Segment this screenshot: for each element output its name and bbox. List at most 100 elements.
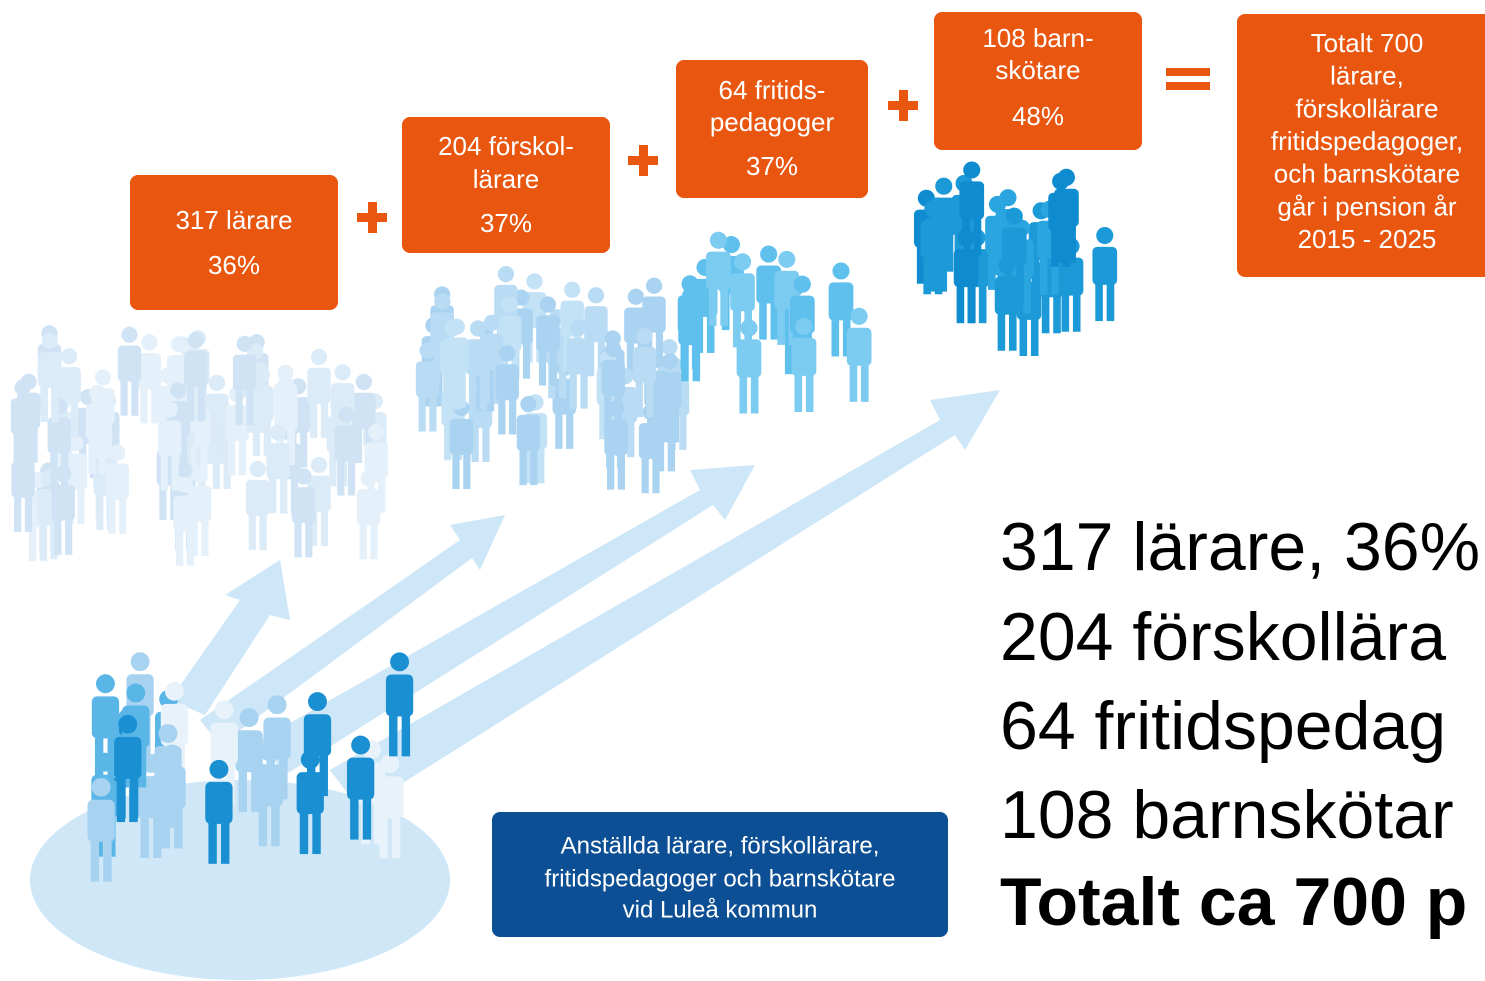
leg	[379, 814, 388, 859]
leg	[186, 383, 194, 422]
leg	[626, 339, 635, 378]
body	[266, 443, 290, 480]
head	[351, 735, 371, 755]
leg	[153, 813, 162, 858]
leg	[777, 304, 785, 345]
box	[1237, 14, 1485, 277]
leg	[604, 392, 612, 431]
leg	[359, 521, 367, 560]
leg	[65, 517, 73, 555]
head	[935, 177, 953, 195]
person	[658, 353, 682, 443]
leg	[151, 385, 159, 424]
person	[364, 423, 389, 513]
leg	[519, 447, 527, 486]
head	[483, 314, 500, 331]
head	[158, 724, 178, 743]
body	[232, 354, 257, 391]
leg	[309, 400, 318, 438]
head	[963, 161, 981, 179]
leg	[1008, 310, 1017, 351]
leg	[655, 328, 664, 367]
summary-line: 317 lärare, 36%	[1000, 509, 1480, 585]
leg	[599, 401, 607, 440]
body	[205, 393, 229, 430]
leg	[750, 373, 759, 414]
person	[157, 401, 182, 491]
base-ellipse	[30, 780, 450, 980]
summary-line: 108 barnskötar	[1000, 777, 1454, 853]
person	[137, 334, 162, 424]
total-text: lärare,	[1330, 61, 1404, 91]
plus	[639, 145, 648, 176]
person	[445, 318, 469, 408]
head	[832, 262, 850, 280]
leg	[186, 527, 195, 566]
head	[928, 197, 947, 215]
total-text: och barnskötare	[1274, 159, 1460, 189]
leg	[103, 837, 112, 882]
box	[130, 175, 338, 310]
leg	[300, 429, 308, 468]
head	[587, 287, 605, 304]
body	[10, 398, 35, 435]
leg	[30, 424, 38, 463]
leg	[997, 310, 1006, 351]
box-text: pedagoger	[710, 107, 835, 137]
leg	[77, 486, 85, 525]
person	[291, 468, 316, 558]
head	[61, 348, 78, 365]
box-text: skötare	[995, 55, 1080, 85]
leg	[119, 495, 127, 534]
body	[632, 346, 657, 383]
leg	[305, 519, 313, 558]
head	[605, 340, 622, 358]
person	[266, 424, 290, 514]
head	[334, 364, 351, 381]
source-box: Anställda lärare, förskollärare, fritids…	[492, 812, 948, 937]
leg	[526, 445, 534, 484]
body	[791, 337, 817, 376]
leg	[279, 475, 288, 514]
leg	[962, 215, 970, 256]
person	[255, 742, 283, 847]
person	[449, 399, 474, 490]
leg	[320, 508, 329, 546]
body	[51, 484, 75, 521]
box-3: 64 fritids- pedagoger 37%	[676, 60, 868, 198]
leg	[679, 412, 687, 450]
person	[246, 461, 270, 551]
leg	[271, 802, 280, 847]
leg	[226, 760, 235, 805]
head	[499, 345, 516, 362]
leg	[744, 307, 753, 348]
leg	[784, 334, 793, 375]
body	[57, 367, 81, 404]
body	[63, 453, 88, 490]
head	[267, 695, 287, 715]
head	[607, 400, 625, 417]
leg	[1051, 226, 1059, 267]
leg	[201, 518, 209, 557]
head	[209, 759, 229, 779]
body	[658, 372, 682, 409]
leg	[580, 370, 588, 409]
leg	[1016, 261, 1024, 302]
leg	[389, 712, 398, 757]
leg	[120, 377, 128, 416]
body	[334, 425, 358, 462]
leg	[538, 347, 547, 386]
leg	[471, 424, 479, 462]
box	[492, 812, 948, 937]
leg	[671, 404, 680, 443]
body	[346, 757, 375, 800]
person	[114, 714, 142, 819]
leg	[555, 411, 563, 449]
head	[520, 396, 537, 413]
leg	[916, 243, 925, 284]
arrow	[200, 515, 505, 745]
body	[449, 418, 474, 455]
leg	[641, 455, 649, 494]
head	[161, 401, 178, 418]
